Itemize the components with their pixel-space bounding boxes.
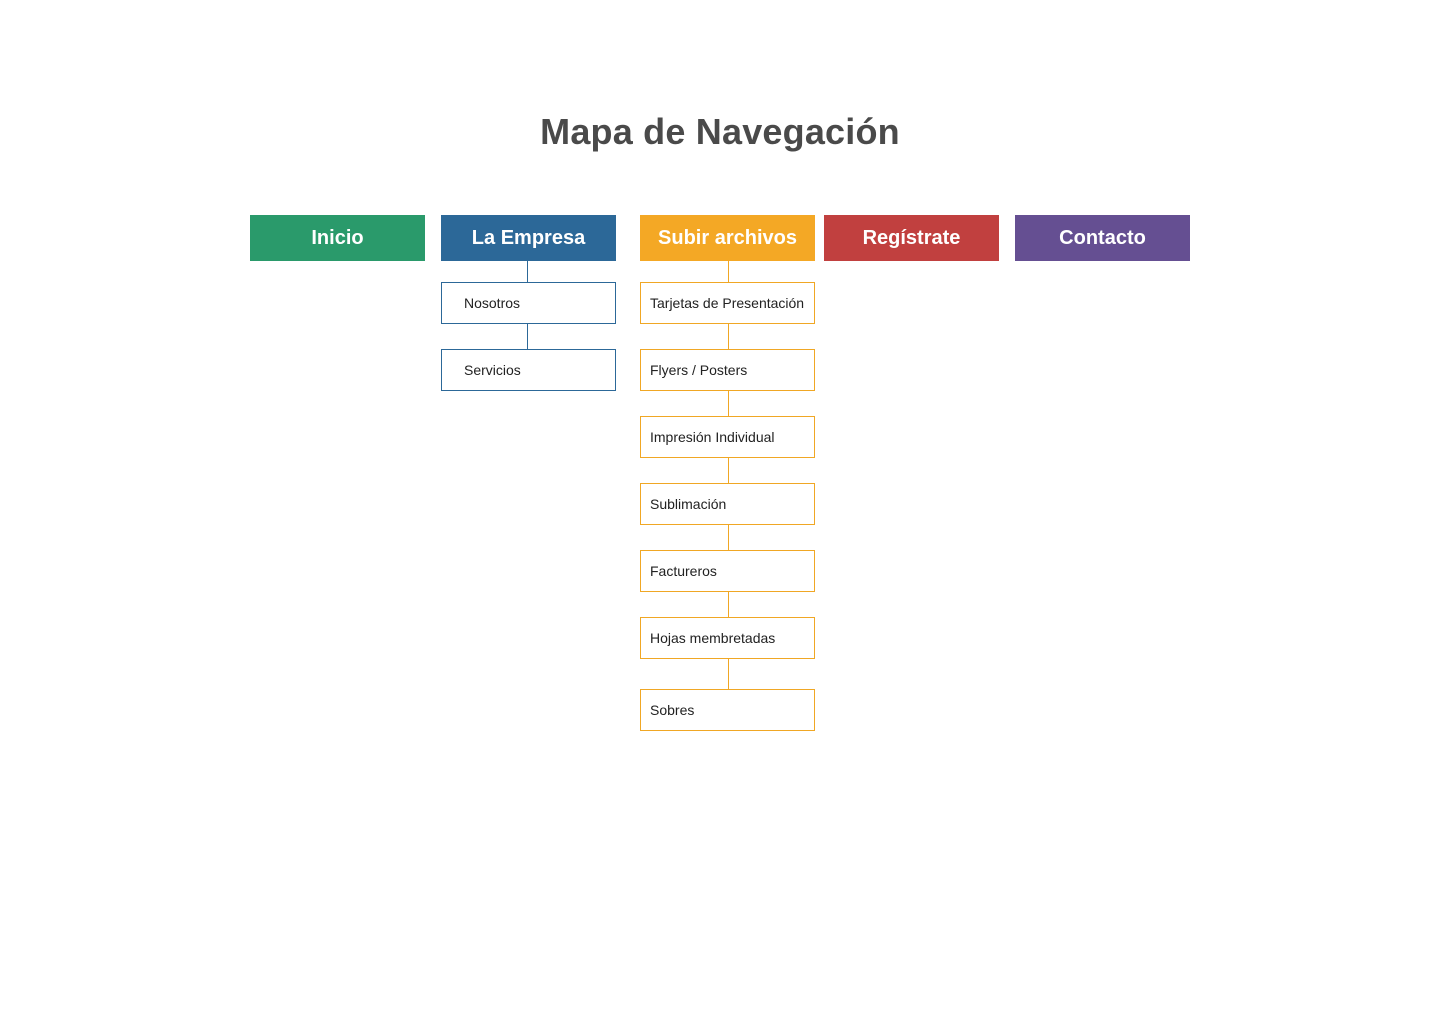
sub-item-label: Hojas membretadas: [650, 630, 776, 646]
connector-line: [527, 261, 528, 282]
connector-line: [728, 457, 729, 483]
sub-item-servicios[interactable]: Servicios: [441, 349, 616, 391]
connector-line: [728, 658, 729, 689]
sub-item-label: Tarjetas de Presentación: [650, 295, 805, 311]
sub-item-flyers-posters[interactable]: Flyers / Posters: [640, 349, 815, 391]
sub-item-label: Servicios: [464, 362, 521, 378]
nav-item-contacto[interactable]: Contacto: [1015, 215, 1190, 261]
connector-line: [728, 390, 729, 416]
sub-item-label: Sobres: [650, 702, 695, 718]
sub-item-label: Factureros: [650, 563, 717, 579]
nav-item-la-empresa[interactable]: La Empresa: [441, 215, 616, 261]
connector-line: [527, 323, 528, 349]
sub-item-hojas-membretadas[interactable]: Hojas membretadas: [640, 617, 815, 659]
nav-item-subir-archivos[interactable]: Subir archivos: [640, 215, 815, 261]
sub-item-label: Impresión Individual: [650, 429, 775, 445]
sub-item-nosotros[interactable]: Nosotros: [441, 282, 616, 324]
sub-item-impresion-individual[interactable]: Impresión Individual: [640, 416, 815, 458]
nav-item-inicio[interactable]: Inicio: [250, 215, 425, 261]
connector-line: [728, 261, 729, 282]
connector-line: [728, 323, 729, 349]
sub-item-tarjetas[interactable]: Tarjetas de Presentación: [640, 282, 815, 324]
sub-item-label: Nosotros: [464, 295, 521, 311]
connector-line: [728, 591, 729, 617]
nav-item-registrate[interactable]: Regístrate: [824, 215, 999, 261]
connector-line: [728, 524, 729, 550]
page-title: Mapa de Navegación: [540, 111, 900, 152]
sub-item-label: Flyers / Posters: [650, 362, 748, 378]
sub-item-label: Sublimación: [650, 496, 727, 512]
sub-item-sublimacion[interactable]: Sublimación: [640, 483, 815, 525]
sub-item-sobres[interactable]: Sobres: [640, 689, 815, 731]
sub-item-factureros[interactable]: Factureros: [640, 550, 815, 592]
